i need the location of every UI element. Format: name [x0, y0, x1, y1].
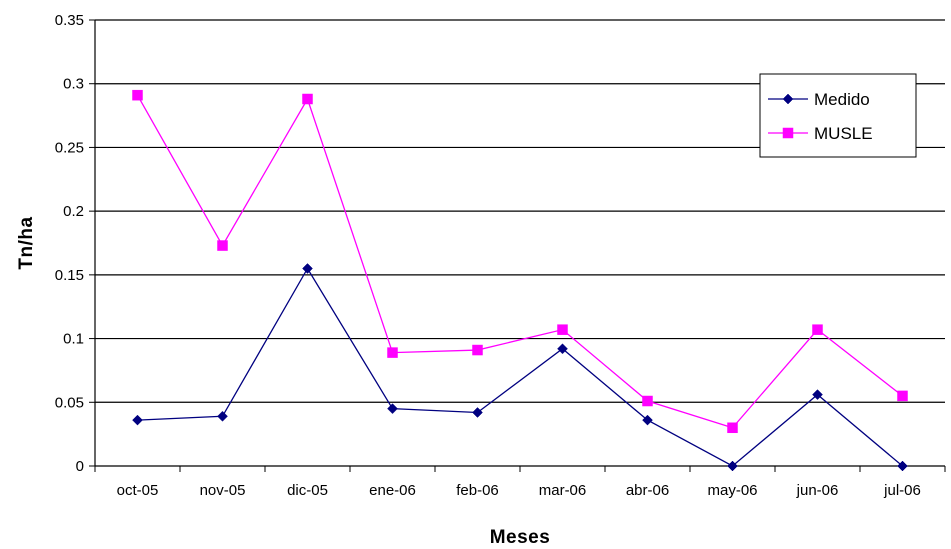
y-tick-label: 0.15 — [55, 267, 84, 284]
data-point — [557, 343, 568, 355]
data-point — [302, 263, 313, 274]
x-axis-title: Meses — [490, 527, 551, 548]
x-tick-label: nov-05 — [200, 482, 246, 499]
series-musle — [132, 89, 908, 434]
data-point — [217, 410, 228, 422]
data-point — [557, 324, 568, 335]
x-tick-label: oct-05 — [117, 482, 159, 499]
series — [132, 89, 908, 472]
gridlines — [95, 19, 945, 403]
data-point — [642, 395, 653, 407]
data-point — [812, 324, 823, 335]
data-point — [217, 240, 228, 251]
y-tick-label: 0.3 — [63, 76, 84, 93]
legend: Medido MUSLE — [759, 73, 917, 158]
y-tick-label: 0.35 — [55, 12, 84, 29]
legend-marker — [782, 93, 794, 105]
data-point — [897, 460, 908, 472]
x-tick-label: mar-06 — [539, 482, 587, 499]
y-tick-label: 0.25 — [55, 139, 84, 156]
x-tick-label: ene-06 — [369, 482, 416, 499]
data-point — [642, 414, 653, 426]
data-point — [387, 347, 398, 358]
x-tick-label: may-06 — [707, 482, 757, 499]
legend-box — [759, 73, 917, 158]
legend-marker — [782, 127, 794, 139]
series-line — [136, 94, 903, 429]
data-point — [302, 93, 313, 105]
x-tick-label: dic-05 — [287, 482, 328, 499]
legend-label: MUSLE — [814, 124, 873, 143]
y-tick-label: 0 — [76, 458, 84, 475]
axes — [89, 19, 946, 472]
legend-label: Medido — [814, 90, 870, 109]
x-tick-label: abr-06 — [626, 482, 669, 499]
legend-item: Medido — [768, 90, 870, 109]
data-point — [472, 344, 483, 356]
data-point — [727, 422, 738, 434]
x-tick-labels: oct-05 nov-05 dic-05 ene-06 feb-06 mar-06 abr-… — [117, 482, 921, 499]
series-line — [137, 267, 903, 467]
data-point — [897, 390, 908, 402]
x-tick-label: jun-06 — [796, 482, 839, 499]
legend-item: MUSLE — [768, 124, 873, 143]
y-tick-labels: 0 0.05 0.1 0.15 0.2 0.25 0.3 0.35 — [55, 12, 84, 475]
data-point — [132, 414, 143, 426]
data-point — [727, 460, 738, 472]
x-tick-label: jul-06 — [883, 482, 921, 499]
y-tick-label: 0.1 — [63, 331, 84, 348]
series-medido — [132, 263, 908, 472]
y-axis-title: Tn/ha — [16, 216, 37, 269]
data-point — [472, 407, 483, 418]
y-tick-label: 0.2 — [63, 203, 84, 220]
y-tick-label: 0.05 — [55, 394, 84, 411]
x-tick-label: feb-06 — [456, 482, 499, 499]
data-point — [812, 389, 823, 400]
data-point — [387, 403, 398, 415]
data-point — [132, 89, 143, 101]
